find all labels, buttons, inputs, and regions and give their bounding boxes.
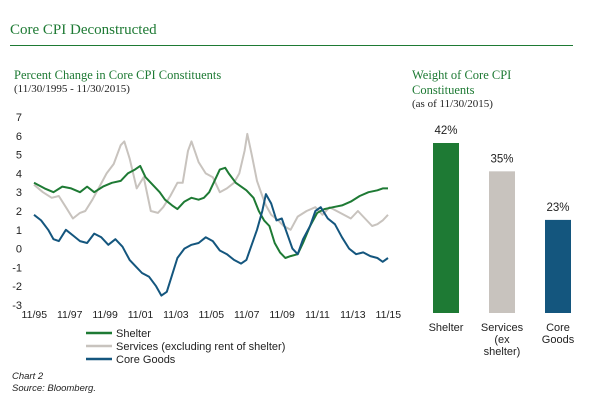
line-chart-subtitle: (11/30/1995 - 11/30/2015) — [14, 83, 130, 95]
x-tick-label: 11/15 — [376, 309, 402, 321]
bar-category-label-1: (ex — [494, 334, 510, 346]
y-tick-label: -3 — [12, 300, 22, 312]
footer: Chart 2 Source: Bloomberg. — [12, 371, 96, 395]
bar-chart-subtitle: (as of 11/30/2015) — [412, 98, 493, 110]
y-tick-label: 2 — [16, 206, 22, 218]
y-tick-label: 7 — [16, 112, 22, 124]
bar-category-label-2: Goods — [542, 334, 575, 346]
y-tick-label: 1 — [16, 225, 22, 237]
y-tick-label: 5 — [16, 150, 22, 162]
x-tick-label: 11/07 — [234, 309, 260, 321]
bar-category-label-1: shelter) — [484, 346, 521, 358]
y-tick-label: 3 — [16, 187, 22, 199]
x-tick-label: 11/11 — [305, 309, 330, 321]
x-tick-label: 11/95 — [22, 309, 48, 321]
x-tick-label: 11/13 — [340, 309, 366, 321]
chart-number: Chart 2 — [12, 371, 44, 382]
source-note: Source: Bloomberg. — [12, 383, 96, 394]
bar-category-label-2: Core — [546, 322, 570, 334]
line-chart-title: Percent Change in Core CPI Constituents — [14, 68, 222, 82]
series-line-2 — [33, 193, 389, 297]
legend-label-1: Services (excluding rent of shelter) — [116, 341, 285, 353]
y-tick-label: -2 — [12, 281, 22, 293]
bar-category-label-1: Services — [481, 322, 524, 334]
bar-0 — [433, 143, 459, 313]
bar-2 — [545, 219, 571, 313]
x-tick-label: 11/09 — [269, 309, 295, 321]
legend-label-2: Core Goods — [116, 354, 176, 366]
bar-1 — [489, 171, 515, 313]
series-line-1 — [33, 132, 389, 231]
y-tick-label: 4 — [16, 168, 22, 180]
page-title: Core CPI Deconstructed — [10, 22, 157, 38]
x-tick-label: 11/97 — [57, 309, 83, 321]
x-tick-label: 11/03 — [163, 309, 189, 321]
x-tick-label: 11/05 — [199, 309, 225, 321]
legend-label-0: Shelter — [116, 328, 151, 340]
bar-value-label-1: 35% — [490, 153, 513, 165]
title-rule — [10, 45, 573, 46]
x-tick-label: 11/99 — [92, 309, 118, 321]
series-line-0 — [33, 164, 388, 259]
y-tick-label: 0 — [16, 244, 22, 256]
bar-value-label-0: 42% — [434, 125, 457, 137]
y-tick-label: -1 — [12, 262, 22, 274]
y-tick-label: 6 — [16, 131, 22, 143]
bar-category-label-0: Shelter — [429, 322, 464, 334]
bar-value-label-2: 23% — [546, 202, 569, 214]
bar-chart-title: Weight of Core CPI Constituents — [412, 68, 512, 97]
x-tick-label: 11/01 — [128, 309, 154, 321]
